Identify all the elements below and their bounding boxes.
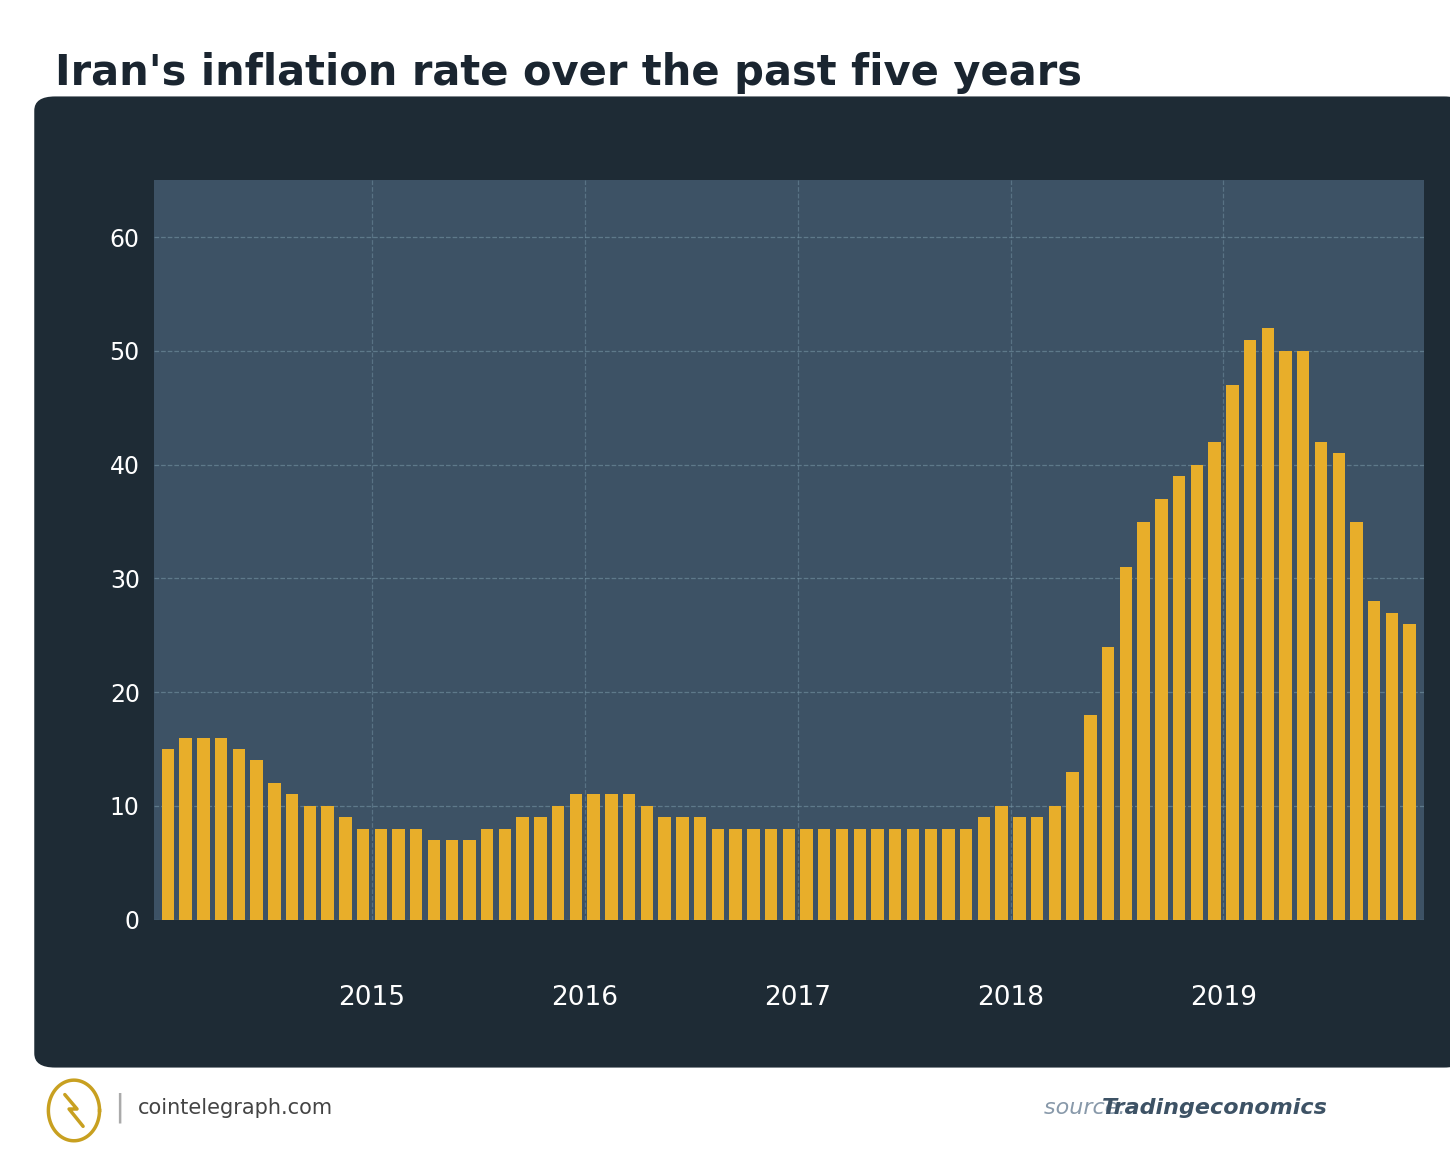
Bar (818, 829, 831, 920)
Bar (1156, 499, 1167, 920)
Bar (570, 795, 581, 920)
Bar (303, 805, 316, 920)
Bar (1386, 612, 1398, 920)
Bar (339, 817, 351, 920)
Text: 2017: 2017 (764, 985, 831, 1010)
Text: 2016: 2016 (551, 985, 618, 1010)
Bar (764, 829, 777, 920)
Bar (1031, 817, 1044, 920)
Bar (1227, 385, 1238, 920)
Bar (1119, 567, 1132, 920)
Bar (747, 829, 760, 920)
Bar (1173, 476, 1185, 920)
Text: source:: source: (1044, 1098, 1132, 1119)
Bar (605, 795, 618, 920)
Bar (516, 817, 529, 920)
Bar (1048, 805, 1061, 920)
Bar (1350, 521, 1363, 920)
Text: Tradingeconomics: Tradingeconomics (1102, 1098, 1328, 1119)
Bar (1137, 521, 1150, 920)
Bar (854, 829, 866, 920)
Bar (481, 829, 493, 920)
Bar (871, 829, 883, 920)
Bar (410, 829, 422, 920)
Bar (393, 829, 405, 920)
Bar (215, 738, 228, 920)
Text: |: | (113, 1093, 125, 1123)
Bar (800, 829, 813, 920)
Text: cointelegraph.com: cointelegraph.com (138, 1098, 334, 1119)
Bar (1066, 772, 1079, 920)
Text: 2018: 2018 (977, 985, 1044, 1010)
Bar (641, 805, 652, 920)
Bar (695, 817, 706, 920)
Bar (197, 738, 210, 920)
Bar (428, 840, 441, 920)
Bar (1333, 453, 1346, 920)
Bar (445, 840, 458, 920)
Bar (268, 783, 280, 920)
Bar (162, 748, 174, 920)
Bar (942, 829, 954, 920)
Bar (1208, 442, 1221, 920)
Bar (357, 829, 370, 920)
Bar (180, 738, 191, 920)
Bar (1298, 352, 1309, 920)
Bar (624, 795, 635, 920)
Bar (960, 829, 973, 920)
Bar (996, 805, 1008, 920)
Bar (712, 829, 724, 920)
Bar (1014, 817, 1025, 920)
Bar (1244, 340, 1256, 920)
Text: 2015: 2015 (338, 985, 406, 1010)
Text: 2019: 2019 (1190, 985, 1257, 1010)
Bar (534, 817, 547, 920)
Bar (889, 829, 902, 920)
Bar (251, 760, 262, 920)
Bar (1315, 442, 1327, 920)
Bar (1404, 624, 1415, 920)
Bar (587, 795, 600, 920)
Bar (835, 829, 848, 920)
Bar (286, 795, 299, 920)
Bar (1085, 715, 1096, 920)
Bar (783, 829, 795, 920)
Bar (1102, 647, 1115, 920)
Bar (729, 829, 742, 920)
Bar (676, 817, 689, 920)
Bar (658, 817, 671, 920)
Bar (322, 805, 334, 920)
Bar (1262, 328, 1275, 920)
Bar (1190, 464, 1203, 920)
Bar (906, 829, 919, 920)
Bar (1367, 601, 1380, 920)
Bar (232, 748, 245, 920)
Bar (977, 817, 990, 920)
Bar (499, 829, 512, 920)
Bar (463, 840, 476, 920)
Bar (1279, 352, 1292, 920)
Bar (552, 805, 564, 920)
Text: Iran's inflation rate over the past five years: Iran's inflation rate over the past five… (55, 52, 1082, 94)
FancyBboxPatch shape (35, 97, 1450, 1067)
Bar (374, 829, 387, 920)
Bar (925, 829, 937, 920)
